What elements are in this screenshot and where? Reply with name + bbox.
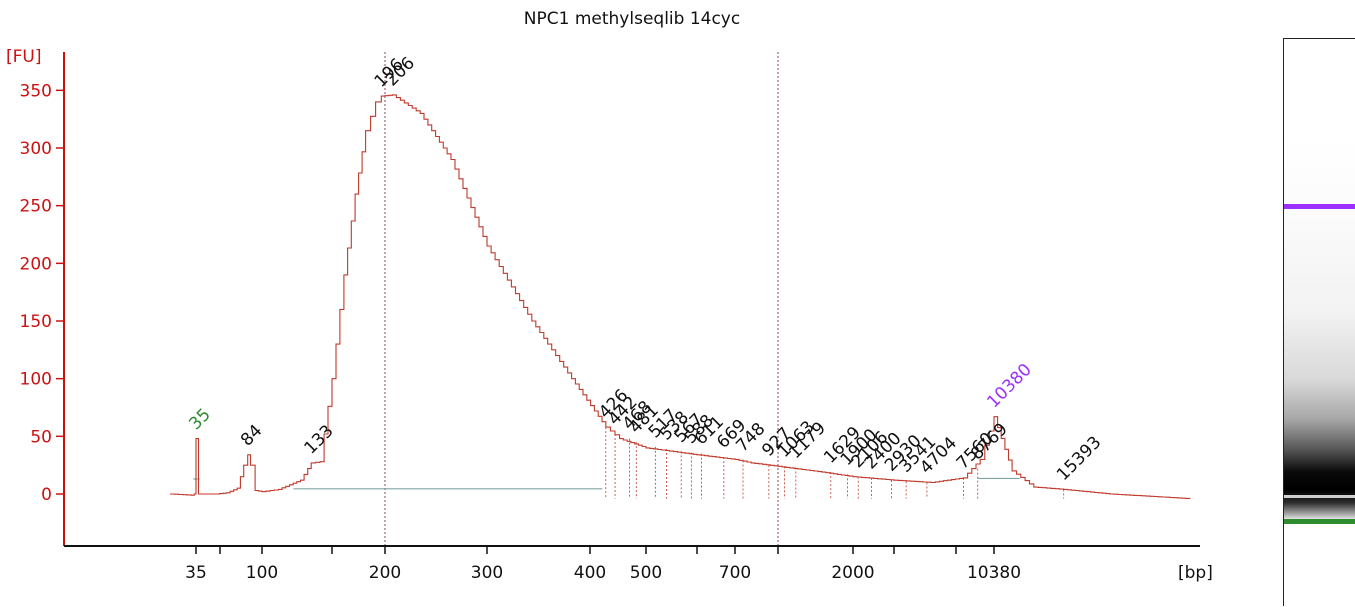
x-tick-label: 10380 — [967, 563, 1021, 583]
peak-label: 84 — [237, 421, 266, 450]
electropherogram-chart: NPC1 methylseqlib 14cyc [FU] [bp] 0 50 100… — [6, 9, 1213, 583]
guide-lines — [384, 52, 779, 546]
faint-band — [1284, 495, 1355, 498]
peak-label: 10380 — [983, 360, 1035, 412]
axes: 0 50 100 150 200 250 300 350 35 100 200 300 400 500 70… — [20, 52, 1200, 583]
x-tick-label: 700 — [719, 563, 751, 583]
gel-lane — [1284, 136, 1355, 578]
x-tick-label: 400 — [574, 563, 606, 583]
y-tick-label: 300 — [20, 139, 52, 159]
x-tick-label: 500 — [630, 563, 662, 583]
lower-marker-band — [1284, 519, 1355, 524]
y-tick-label: 100 — [20, 370, 52, 390]
trace — [170, 94, 1191, 499]
x-axis-label: [bp] — [1178, 563, 1213, 583]
peak-label: 15393 — [1053, 433, 1105, 485]
x-tick-label: 100 — [246, 563, 278, 583]
peak-label: 133 — [301, 421, 338, 458]
y-tick-label: 250 — [20, 197, 52, 217]
y-tick-label: 50 — [30, 427, 52, 447]
trace-line — [170, 94, 1191, 499]
baseline-segments — [193, 427, 1065, 499]
x-tick-label: 35 — [185, 563, 207, 583]
y-axis-label: [FU] — [6, 47, 42, 67]
chart-title: NPC1 methylseqlib 14cyc — [524, 9, 740, 29]
y-tick-label: 150 — [20, 312, 52, 332]
y-tick-label: 0 — [41, 485, 52, 505]
y-tick-label: 350 — [20, 81, 52, 101]
peak-label: 35 — [185, 405, 214, 434]
x-tick-label: 200 — [369, 563, 401, 583]
y-tick-label: 200 — [20, 254, 52, 274]
x-tick-label: 300 — [471, 563, 503, 583]
x-tick-label: 2000 — [831, 563, 874, 583]
gel-image — [1283, 38, 1355, 606]
upper-marker-band — [1284, 204, 1355, 209]
